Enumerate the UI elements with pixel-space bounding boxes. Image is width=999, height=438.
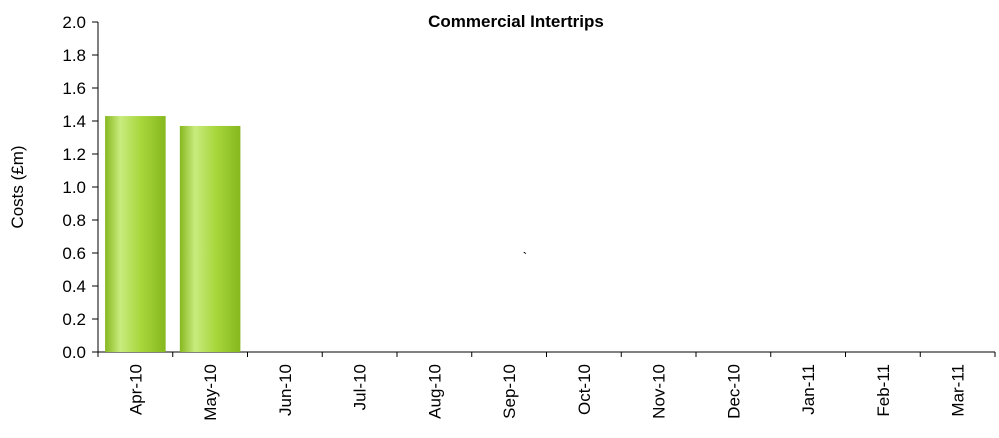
x-tick-label: Sep-10	[500, 364, 519, 419]
x-tick-label: Apr-10	[126, 364, 145, 415]
y-tick-label: 0.8	[62, 211, 86, 230]
y-tick-label: 1.6	[62, 79, 86, 98]
x-tick-label: Mar-11	[949, 364, 968, 417]
x-tick-label: Dec-10	[724, 364, 743, 419]
y-tick-label: 0.0	[62, 343, 86, 362]
x-tick-label: Jun-10	[276, 364, 295, 416]
bar-apr-10	[105, 116, 166, 352]
y-tick-label: 0.4	[62, 277, 86, 296]
x-tick-label: Feb-11	[874, 364, 893, 417]
y-tick-label: 1.2	[62, 145, 86, 164]
x-tick-label: Jan-11	[799, 364, 818, 415]
x-tick-label: May-10	[201, 364, 220, 421]
y-tick-label: 1.4	[62, 112, 86, 131]
y-tick-label: 0.6	[62, 244, 86, 263]
chart-annotation: `	[523, 249, 528, 265]
y-axis-title: Costs (£m)	[8, 145, 27, 228]
x-tick-label: Nov-10	[650, 364, 669, 419]
bar-may-10	[179, 125, 241, 352]
chart-title: Commercial Intertrips	[428, 12, 604, 31]
y-tick-label: 1.0	[62, 178, 86, 197]
bars	[105, 116, 241, 352]
y-tick-label: 0.2	[62, 310, 86, 329]
y-tick-label: 2.0	[62, 13, 86, 32]
x-tick-label: Aug-10	[425, 364, 444, 419]
x-axis: Apr-10 May-10 Jun-10 Jul-10 Aug-10 Sep-10 Oct-…	[97, 351, 996, 421]
y-tick-label: 1.8	[62, 46, 86, 65]
y-axis: 0.0 0.2 0.4 0.6 0.8 1.0 1.2 1.4 1.6 1.8 2.0	[62, 13, 99, 362]
x-tick-label: Oct-10	[575, 364, 594, 415]
x-tick-label: Jul-10	[351, 364, 370, 410]
